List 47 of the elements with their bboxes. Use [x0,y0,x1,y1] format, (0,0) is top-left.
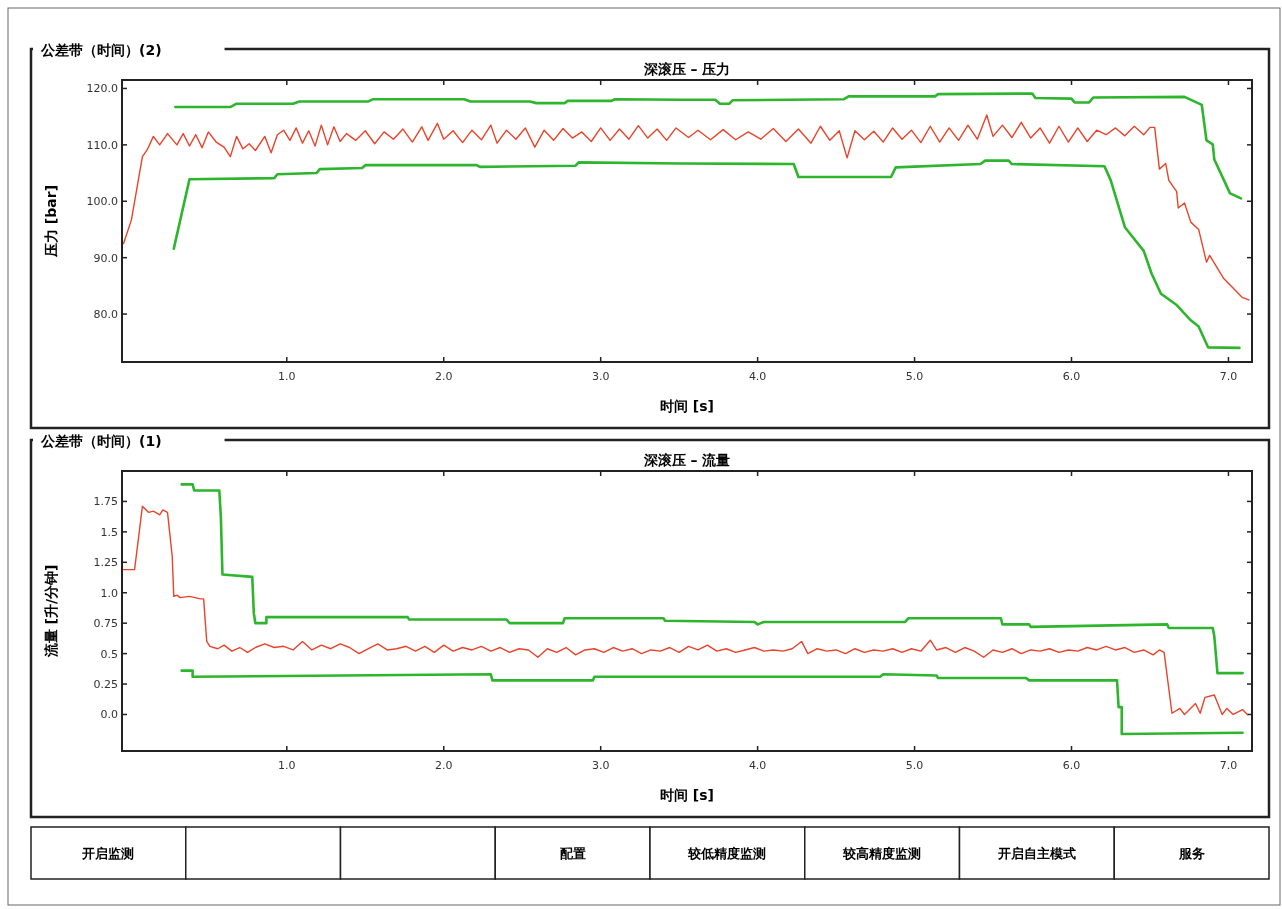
category-label: 较低精度监测 [687,846,767,861]
y-tick-label: 120.0 [86,82,118,96]
category-label: 服务 [1177,846,1205,861]
line-series [122,505,1248,716]
category-label: 开启监测 [81,846,135,861]
category-label: 开启自主模式 [996,846,1076,861]
x-axis-title: 时间 [s] [659,787,715,803]
line-series [174,92,1243,200]
line-series [122,114,1250,301]
x-tick-label: 2.0 [434,370,453,383]
x-tick-label: 3.0 [591,759,610,772]
y-tick-label: 1.0 [100,586,118,600]
x-tick-label: 3.0 [591,370,610,383]
y-tick-label: 80.0 [93,308,118,322]
text: 公差带（时间）(1) [40,433,162,449]
y-tick-label: 90.0 [93,251,118,265]
x-tick-label: 1.0 [278,370,296,383]
category-label: 配置 [559,846,586,861]
line-series [172,159,1241,350]
y-tick-label: 100.0 [86,195,118,209]
x-tick-label: 6.0 [1062,759,1081,772]
chart-title: 深滚压 – 压力 [642,61,731,77]
y-tick-label: 1.25 [93,556,118,570]
y-axis-title: 流量 [升/分钟] [43,564,59,659]
y-tick-label: 0.25 [93,678,118,692]
line-series [180,483,1244,675]
y-tick-label: 0.0 [100,708,118,722]
x-tick-label: 4.0 [748,759,767,772]
x-tick-label: 6.0 [1062,370,1081,383]
line-series [180,669,1244,736]
x-tick-label: 7.0 [1219,370,1238,383]
x-axis-title: 时间 [s] [659,398,715,414]
y-tick-label: 110.0 [86,138,118,152]
x-tick-label: 7.0 [1219,759,1238,772]
y-tick-label: 1.75 [93,495,118,509]
x-tick-label: 5.0 [905,759,924,772]
x-tick-label: 5.0 [905,370,924,383]
x-tick-label: 4.0 [748,370,767,383]
y-tick-label: 0.5 [100,647,118,661]
y-tick-label: 1.5 [100,525,118,539]
y-tick-label: 0.75 [93,617,118,631]
x-tick-label: 1.0 [278,759,296,772]
chart-title: 深滚压 – 流量 [642,452,731,468]
text: 公差带（时间）(2) [40,42,162,58]
category-label: 较高精度监测 [842,846,922,861]
y-axis-title: 压力 [bar] [43,184,59,259]
x-tick-label: 2.0 [434,759,453,772]
